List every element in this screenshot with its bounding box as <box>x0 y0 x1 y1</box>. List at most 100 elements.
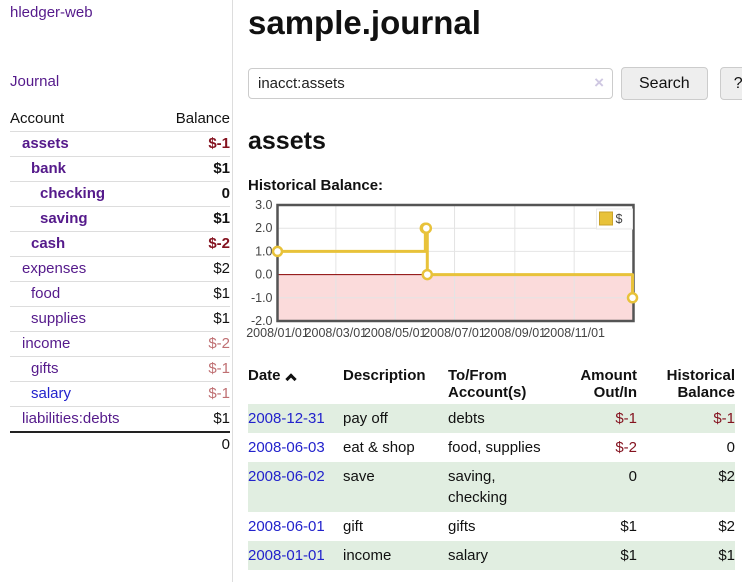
balance-food: $1 <box>157 281 230 307</box>
transaction-date-link[interactable]: 2008-01-01 <box>248 547 325 564</box>
header-accounts: To/From Account(s) <box>448 367 527 401</box>
y-axis-tick-label: -2.0 <box>251 314 273 328</box>
account-row-cash: cash $-2 <box>10 231 230 257</box>
x-axis-tick-label: 2008/01/01 <box>246 326 309 340</box>
register-row: 2008-06-02 save saving, checking 0 $2 <box>248 462 735 512</box>
balance-supplies: $1 <box>157 306 230 332</box>
account-link-liabilities-debts[interactable]: liabilities:debts <box>22 410 120 427</box>
data-point-marker[interactable] <box>420 222 433 234</box>
header-amount: Amount Out/In <box>580 367 637 401</box>
y-axis-tick-label: 1.0 <box>255 244 272 258</box>
search-input-wrap: × <box>248 68 613 99</box>
account-row-income: income $-2 <box>10 331 230 357</box>
transaction-accounts: salary <box>448 547 489 564</box>
account-row-salary: salary $-1 <box>10 381 230 407</box>
accounts-table: Account Balance assets $-1 bank $1 check… <box>10 107 230 457</box>
search-button[interactable]: Search <box>621 67 708 100</box>
transaction-amount: $-2 <box>615 439 637 456</box>
account-row-assets: assets $-1 <box>10 131 230 157</box>
account-heading: assets <box>248 127 326 155</box>
transaction-date-link[interactable]: 2008-12-31 <box>248 410 325 427</box>
balance-assets: $-1 <box>157 131 230 157</box>
transaction-accounts: debts <box>448 410 485 427</box>
app-title-link[interactable]: hledger-web <box>10 4 93 21</box>
register-row: 2008-06-01 gift gifts $1 $2 <box>248 512 735 541</box>
account-column-header: Account <box>10 107 158 132</box>
account-row-expenses: expenses $2 <box>10 256 230 282</box>
chart-canvas[interactable]: 3.0 2.0 1.0 0.0 -1.0 -2.02008/01/012008/03/01… <box>246 198 742 343</box>
transaction-description: pay off <box>343 410 388 427</box>
transaction-amount: 0 <box>628 468 637 485</box>
balance-income: $-2 <box>157 331 230 357</box>
account-row-supplies: supplies $1 <box>10 306 230 332</box>
transaction-balance: $2 <box>718 468 735 485</box>
sidebar-nav: Journal <box>10 73 232 91</box>
header-date-label: Date <box>248 367 281 384</box>
register-header-row: Date Description To/From Account(s) Amou… <box>248 364 735 404</box>
account-link-saving[interactable]: saving <box>40 210 88 227</box>
register-row: 2008-12-31 pay off debts $-1 $-1 <box>248 404 735 433</box>
x-axis-tick-label: 2008/11/01 <box>543 326 605 340</box>
account-link-bank[interactable]: bank <box>31 160 67 177</box>
transaction-description: gift <box>343 518 364 535</box>
transaction-amount: $1 <box>620 547 637 564</box>
account-link-checking[interactable]: checking <box>40 185 106 202</box>
header-date[interactable]: Date <box>248 364 343 404</box>
account-link-income[interactable]: income <box>22 335 71 352</box>
transaction-accounts: gifts <box>448 518 476 535</box>
account-link-expenses[interactable]: expenses <box>22 260 87 277</box>
balance-liabilities-debts: $1 <box>157 406 230 433</box>
transaction-balance: $-1 <box>713 410 735 427</box>
account-row-bank: bank $1 <box>10 156 230 182</box>
search-bar: × Search ? <box>248 67 742 100</box>
page-title: sample.journal <box>248 4 481 41</box>
account-link-salary[interactable]: salary <box>31 385 72 402</box>
account-link-assets[interactable]: assets <box>22 135 69 152</box>
data-point-marker[interactable] <box>626 292 639 304</box>
transaction-date-link[interactable]: 2008-06-03 <box>248 439 325 456</box>
data-point-marker[interactable] <box>421 268 434 281</box>
accounts-total-value: 0 <box>157 431 230 457</box>
nav-journal-link[interactable]: Journal <box>10 73 60 90</box>
plot-border <box>276 203 635 323</box>
transaction-description: eat & shop <box>343 439 415 456</box>
transaction-date-link[interactable]: 2008-06-02 <box>248 468 325 485</box>
help-button[interactable]: ? <box>719 67 742 100</box>
main-content: sample.journal × Search ? assets Histori… <box>233 0 742 582</box>
x-axis-tick-label: 2008/07/01 <box>423 326 486 340</box>
search-input[interactable] <box>248 68 613 99</box>
y-axis-tick-label: 3.0 <box>255 198 272 212</box>
balance-cash: $-2 <box>157 231 230 257</box>
transaction-amount: $-1 <box>615 410 637 427</box>
account-link-cash[interactable]: cash <box>31 235 66 252</box>
transaction-date-link[interactable]: 2008-06-01 <box>248 518 325 535</box>
account-link-gifts[interactable]: gifts <box>31 360 59 377</box>
y-axis-tick-label: -1.0 <box>251 291 273 305</box>
data-point-marker[interactable] <box>271 245 284 258</box>
register-row: 2008-06-03 eat & shop food, supplies $-2… <box>248 433 735 462</box>
y-axis-tick-label: 0.0 <box>255 268 272 282</box>
transaction-description: income <box>343 547 392 564</box>
y-axis-tick-label: 2.0 <box>255 221 272 235</box>
x-axis-tick-label: 2008/09/01 <box>484 326 547 340</box>
transaction-accounts: food, supplies <box>448 439 541 456</box>
clear-search-icon[interactable]: × <box>594 73 604 92</box>
balance-checking: 0 <box>157 181 230 207</box>
balance-salary: $-1 <box>157 381 230 407</box>
balance-expenses: $2 <box>157 256 230 282</box>
account-link-supplies[interactable]: supplies <box>31 310 87 327</box>
accounts-total-row: 0 <box>10 431 230 457</box>
account-link-food[interactable]: food <box>31 285 61 302</box>
chart-heading: Historical Balance: <box>248 177 384 194</box>
transaction-balance: $1 <box>718 547 735 564</box>
account-row-liabilities-debts: liabilities:debts $1 <box>10 406 230 433</box>
accounts-table-header: Account Balance <box>10 107 230 132</box>
sort-ascending-icon <box>284 373 297 385</box>
account-row-gifts: gifts $-1 <box>10 356 230 382</box>
historical-balance-chart[interactable]: 3.0 2.0 1.0 0.0 -1.0 -2.0 2008/01/01 2008/03/01… <box>246 198 742 343</box>
account-row-checking: checking 0 <box>10 181 230 207</box>
x-axis-tick-label: 2008/03/01 <box>305 326 368 340</box>
transaction-amount: $1 <box>620 518 637 535</box>
sidebar: hledger-web Journal Account Balance asse… <box>0 0 233 582</box>
header-balance: Historical Balance <box>666 367 735 401</box>
